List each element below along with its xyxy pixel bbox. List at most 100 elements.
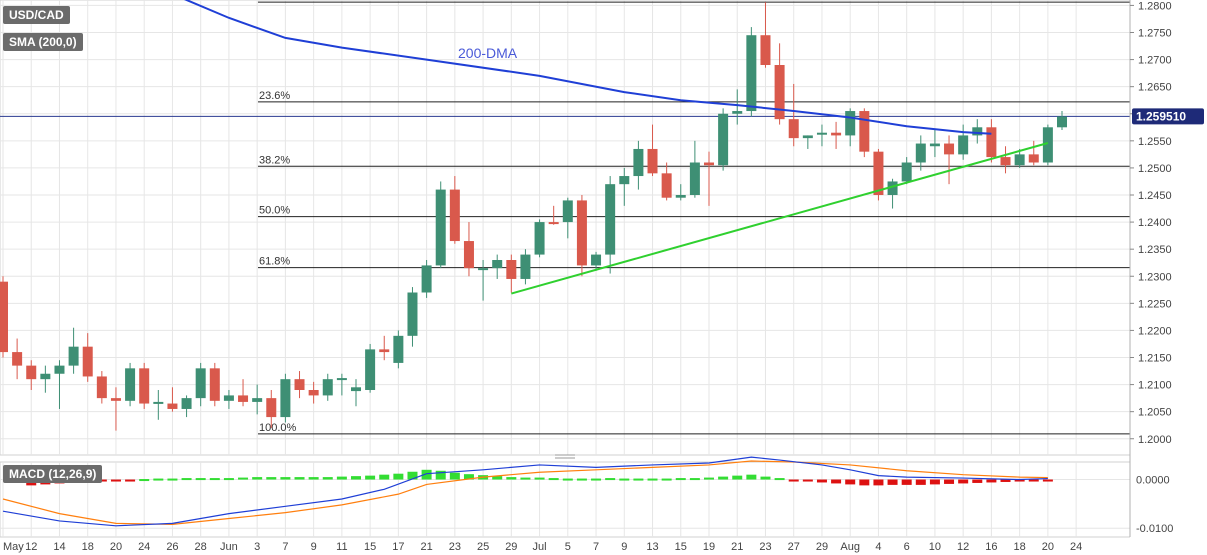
date-tick-label: 17 xyxy=(392,541,404,553)
macd-histogram-bar xyxy=(1014,479,1025,482)
macd-histogram-bar xyxy=(661,478,672,481)
date-tick-label: 28 xyxy=(195,541,207,553)
candle-body xyxy=(238,395,249,402)
date-tick-label: 11 xyxy=(336,541,347,553)
macd-tick-label: 0.0000 xyxy=(1136,475,1170,487)
macd-histogram-bar xyxy=(280,477,291,480)
macd-histogram-bar xyxy=(351,476,361,480)
candle-body xyxy=(534,222,545,255)
price-tick-label: 1.2550 xyxy=(1138,136,1172,148)
fib-level-label: 0.0% xyxy=(259,0,284,2)
candle-body xyxy=(506,260,517,279)
macd-histogram-bar xyxy=(605,478,616,481)
macd-histogram-bar xyxy=(802,479,813,482)
macd-legend-label: MACD (12,26,9) xyxy=(3,465,103,483)
macd-histogram-bar xyxy=(929,479,940,485)
macd-histogram-bar xyxy=(972,479,983,483)
macd-histogram-bar xyxy=(534,477,545,480)
macd-histogram-bar xyxy=(492,476,503,480)
candle-body xyxy=(365,349,376,390)
candle-body xyxy=(266,398,277,418)
macd-histogram-bar xyxy=(520,477,531,480)
candle-body xyxy=(139,368,150,404)
macd-tick-label: -0.0100 xyxy=(1136,523,1173,535)
date-tick-label: 29 xyxy=(816,541,828,553)
candle-body xyxy=(393,335,404,363)
macd-histogram-bar xyxy=(704,477,714,480)
fib-level-label: 100.0% xyxy=(259,422,297,434)
date-tick-label: 23 xyxy=(759,541,771,553)
macd-histogram-bar xyxy=(209,478,220,481)
macd-histogram-bar xyxy=(1028,479,1039,482)
macd-histogram-bar xyxy=(915,479,926,485)
candle-body xyxy=(915,143,926,163)
macd-panel-frame xyxy=(0,461,1131,538)
candle-body xyxy=(435,189,446,266)
candle-body xyxy=(68,346,79,366)
macd-histogram-bar xyxy=(322,477,333,480)
macd-histogram-bar xyxy=(435,470,446,480)
candle-body xyxy=(96,376,107,399)
candle-body xyxy=(1057,116,1067,128)
candle-body xyxy=(167,403,178,409)
candle-body xyxy=(548,222,559,225)
candle-body xyxy=(308,390,319,396)
macd-histogram-bar xyxy=(266,477,277,480)
macd-histogram-bar xyxy=(675,478,686,481)
candle-body xyxy=(944,143,955,155)
macd-histogram-bar xyxy=(901,479,912,485)
candle-body xyxy=(379,349,390,353)
price-tick-label: 1.2800 xyxy=(1138,0,1172,12)
candle-body xyxy=(788,119,799,139)
macd-histogram-bar xyxy=(1042,479,1053,482)
candle-body xyxy=(633,148,644,177)
candle-body xyxy=(661,173,672,198)
candle-body xyxy=(972,127,983,136)
date-tick-label: Jul xyxy=(533,541,547,553)
macd-histogram-bar xyxy=(944,479,955,484)
macd-histogram-bar xyxy=(125,479,136,482)
candle-body xyxy=(40,373,51,380)
macd-histogram-bar xyxy=(576,478,587,481)
candle-body xyxy=(322,379,333,396)
macd-histogram-bar xyxy=(816,479,827,483)
date-tick-label: 7 xyxy=(282,541,288,553)
macd-histogram-bar xyxy=(238,477,249,480)
date-tick-label: 19 xyxy=(703,541,715,553)
candle-body xyxy=(732,111,743,114)
date-tick-label: 23 xyxy=(449,541,461,553)
candle-body xyxy=(859,111,870,152)
date-tick-label: May xyxy=(3,541,24,553)
macd-histogram-bar xyxy=(407,471,418,480)
price-tick-label: 1.2200 xyxy=(1138,325,1172,337)
macd-histogram-bar xyxy=(365,475,376,480)
date-tick-label: 29 xyxy=(505,541,517,553)
date-tick-label: 9 xyxy=(311,541,317,553)
date-tick-label: 9 xyxy=(621,541,627,553)
macd-line xyxy=(2,456,1048,527)
macd-histogram-bar xyxy=(873,479,884,486)
last-price-label: 1.259510 xyxy=(1136,109,1186,123)
macd-histogram-bar xyxy=(421,469,432,480)
macd-histogram-bar xyxy=(633,478,644,481)
candle-body xyxy=(12,352,23,366)
macd-histogram-bar xyxy=(110,479,121,482)
candle-body xyxy=(209,368,220,401)
date-tick-label: 12 xyxy=(25,541,37,553)
date-tick-label: 15 xyxy=(675,541,687,553)
date-tick-label: 13 xyxy=(646,541,658,553)
fib-level-label: 38.2% xyxy=(259,154,290,166)
date-tick-label: 5 xyxy=(565,541,571,553)
candle-body xyxy=(223,395,234,401)
price-tick-label: 1.2050 xyxy=(1138,407,1172,419)
candle-body xyxy=(873,151,884,195)
price-tick-label: 1.2300 xyxy=(1138,271,1172,283)
macd-histogram-bar xyxy=(308,477,319,480)
candle-body xyxy=(746,35,757,112)
macd-histogram-bar xyxy=(449,472,460,480)
ascending-trendline xyxy=(511,142,1049,295)
date-tick-label: 6 xyxy=(904,541,910,553)
candle-body xyxy=(463,241,474,269)
macd-histogram-bar xyxy=(986,479,997,483)
